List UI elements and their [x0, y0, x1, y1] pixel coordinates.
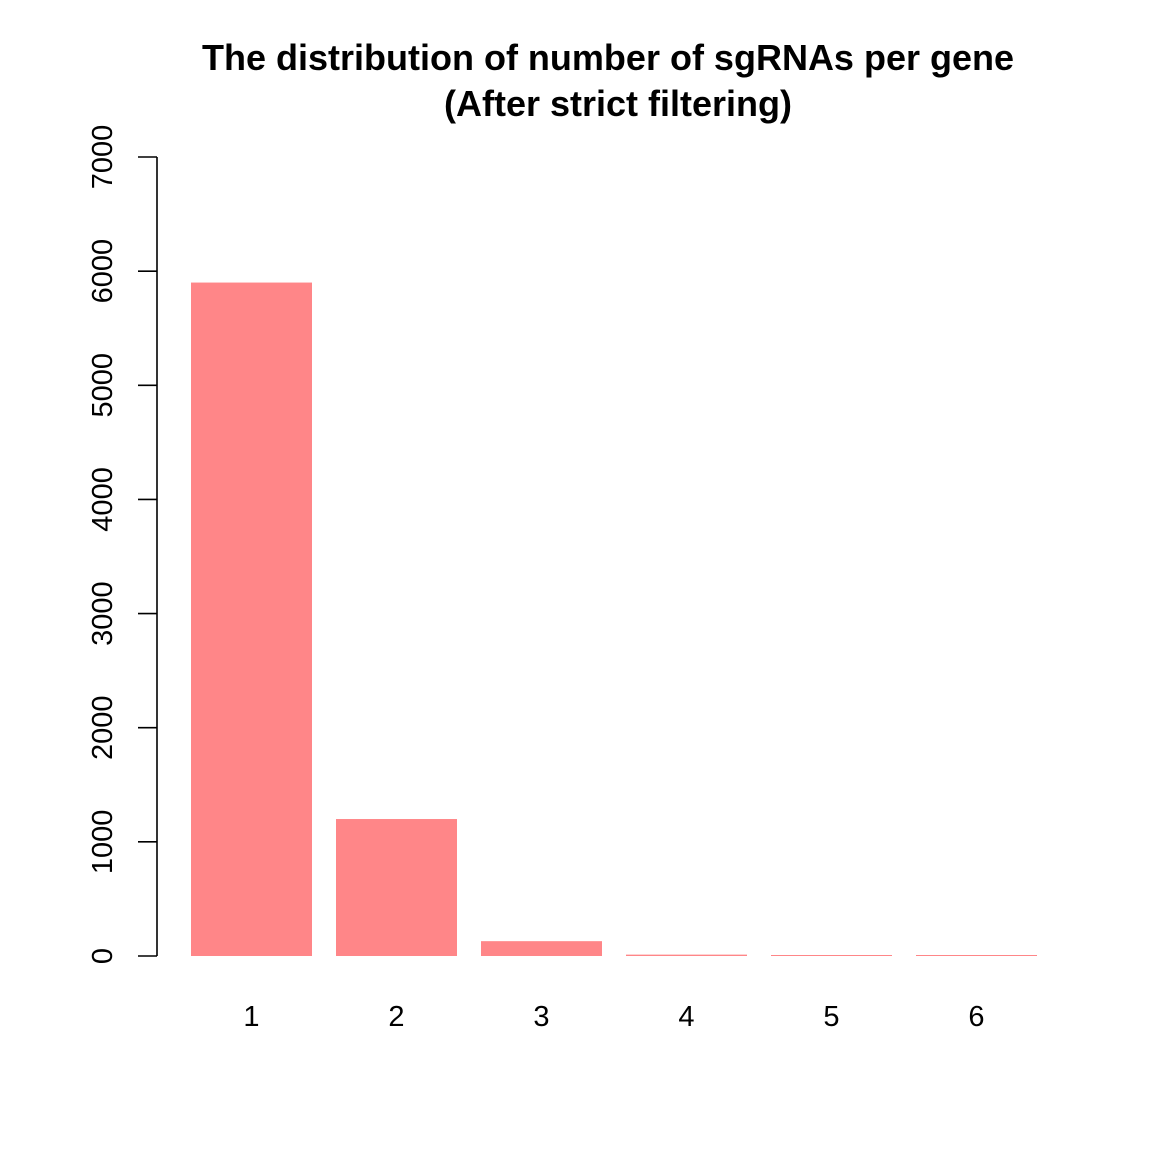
- x-tick-label: 6: [968, 1001, 984, 1033]
- bars-group: [191, 282, 1037, 956]
- chart-subtitle: (After strict filtering): [444, 83, 792, 124]
- y-tick-label: 3000: [87, 581, 119, 646]
- x-tick-label: 5: [823, 1001, 839, 1033]
- y-tick-label: 7000: [87, 125, 119, 190]
- bar-6: [916, 955, 1037, 956]
- bar-2: [336, 819, 457, 956]
- x-tick-label: 3: [533, 1001, 549, 1033]
- y-tick-label: 1000: [87, 810, 119, 875]
- y-tick-label: 0: [87, 948, 119, 964]
- x-tick-label: 2: [388, 1001, 404, 1033]
- chart-title: The distribution of number of sgRNAs per…: [202, 37, 1014, 78]
- x-tick-label: 4: [678, 1001, 694, 1033]
- bar-3: [481, 941, 602, 956]
- x-axis-labels: 1 2 3 4 5 6: [243, 1001, 984, 1033]
- y-tick-label: 2000: [87, 695, 119, 760]
- y-axis: 0 1000 2000 3000 4000 5000 6000 7000: [87, 125, 158, 964]
- bar-4: [626, 954, 747, 956]
- bar-1: [191, 282, 312, 956]
- bar-5: [771, 955, 892, 956]
- y-tick-label: 5000: [87, 353, 119, 418]
- y-tick-label: 6000: [87, 239, 119, 304]
- x-tick-label: 1: [243, 1001, 259, 1033]
- y-tick-label: 4000: [87, 467, 119, 532]
